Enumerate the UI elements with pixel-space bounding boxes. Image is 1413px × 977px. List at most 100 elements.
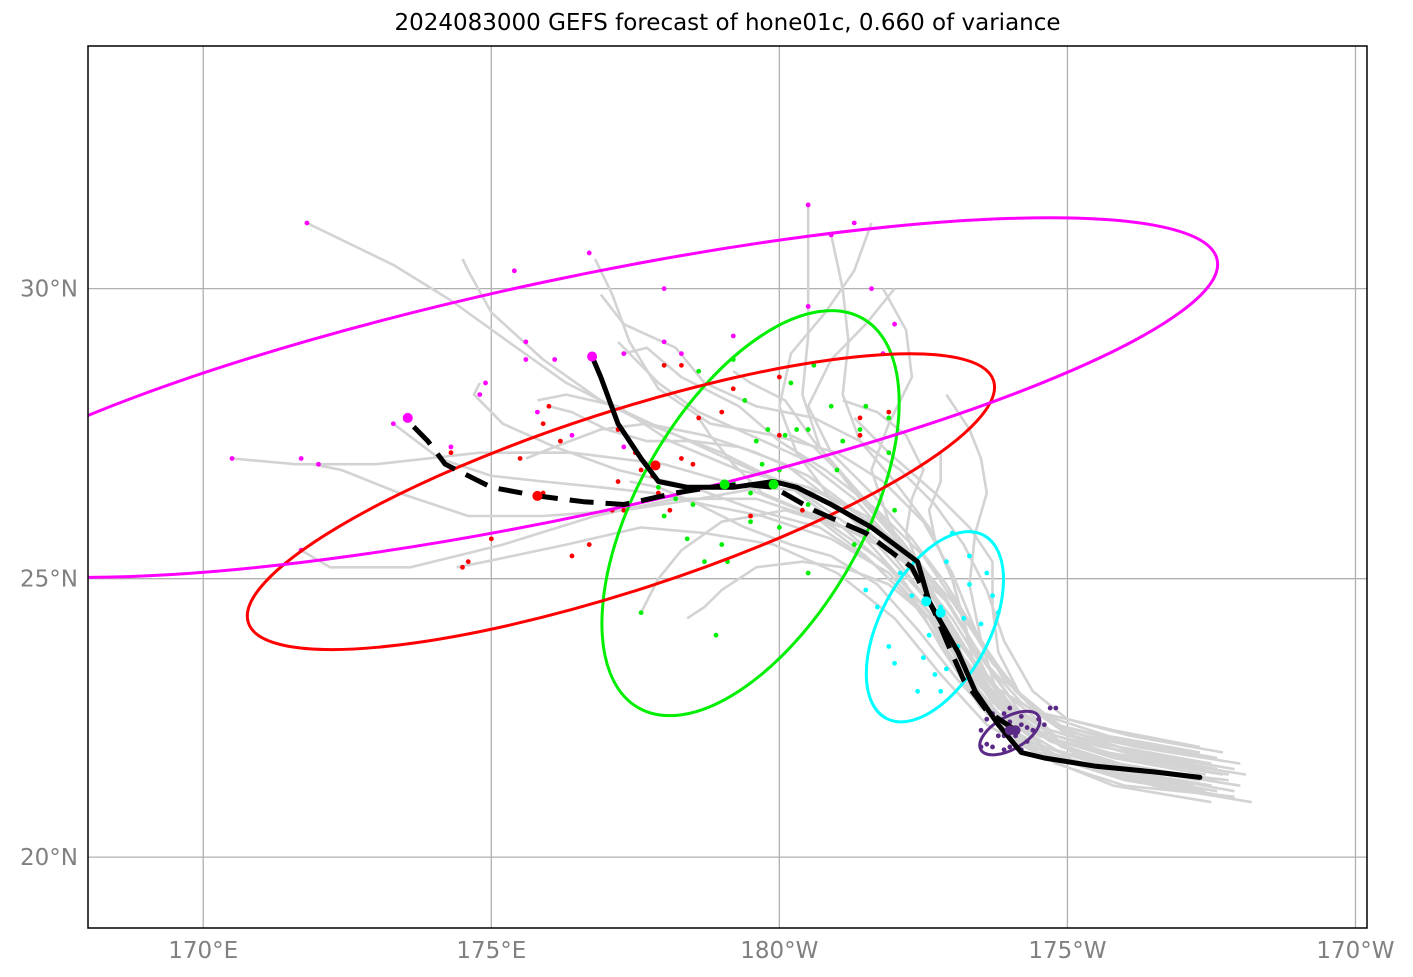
mean-track-marker: [719, 479, 730, 490]
ensemble-position-dot: [465, 559, 471, 565]
ensemble-position-dot: [748, 490, 753, 496]
ensemble-position-dot: [690, 461, 696, 467]
ensemble-position-dot: [517, 456, 523, 461]
ensemble-position-dot: [788, 380, 794, 386]
ensemble-position-dot: [477, 392, 483, 398]
ensemble-position-dot: [661, 362, 667, 368]
plot-border: [87, 45, 1368, 929]
ensemble-position-dot: [679, 362, 684, 368]
ensemble-position-dot: [569, 432, 575, 438]
ensemble-position-dot: [753, 438, 759, 444]
ensemble-position-dot: [938, 688, 944, 694]
ensemble-position-dot: [794, 427, 800, 432]
ensemble-position-dot: [863, 403, 869, 409]
ensemble-position-dot: [667, 507, 673, 513]
ensemble-position-dot: [776, 374, 782, 380]
mean-track-marker: [1010, 725, 1021, 736]
ensemble-position-dot: [978, 727, 984, 733]
ensemble-position-dot: [621, 351, 627, 357]
ensemble-position-dot: [915, 688, 921, 694]
ensemble-position-dot: [730, 386, 736, 392]
ensemble-position-dot: [978, 621, 984, 627]
mean-track-marker: [587, 351, 598, 362]
ensemble-position-dot: [690, 502, 696, 507]
ensemble-position-dot: [926, 632, 932, 638]
ensemble-position-dots: [229, 202, 1059, 753]
ensemble-position-dot: [696, 415, 702, 421]
y-tick-label: 25°N: [20, 567, 78, 593]
ensemble-position-dot: [1018, 713, 1024, 719]
x-tick-label: 170°W: [1316, 938, 1394, 964]
ensemble-position-dot: [713, 632, 719, 638]
ensemble-position-dot: [863, 587, 869, 593]
ensemble-position-dot: [799, 507, 805, 513]
ensemble-position-dot: [730, 333, 736, 339]
ensemble-position-dot: [886, 644, 892, 649]
ensemble-position-dot: [892, 660, 897, 666]
ensemble-track: [593, 258, 1201, 749]
mean-track-marker: [768, 479, 779, 490]
ensemble-position-dot: [460, 564, 465, 570]
ensemble-position-dot: [1001, 747, 1007, 753]
data-layer: [88, 202, 1253, 804]
ensemble-position-dot: [782, 432, 788, 438]
mean-track-marker: [935, 607, 946, 618]
ensemble-position-dot: [523, 357, 529, 362]
ensemble-position-dot: [805, 304, 811, 309]
mean-track-marker: [921, 596, 932, 607]
ensemble-position-dot: [1001, 711, 1007, 717]
ensemble-position-dot: [638, 467, 644, 473]
ensemble-position-dot: [805, 502, 811, 507]
ensemble-position-dot: [892, 507, 897, 513]
dashed-mean-track: [403, 416, 1018, 733]
uncertainty-ellipse-day5: [88, 216, 1220, 579]
ensemble-position-dot: [748, 519, 753, 525]
ensemble-track: [312, 462, 1224, 776]
ensemble-position-dot: [776, 525, 782, 530]
ensemble-position-dot: [869, 286, 874, 292]
ensemble-position-dot: [673, 496, 679, 502]
ensemble-position-dot: [569, 553, 575, 559]
y-tick-label: 30°N: [20, 277, 78, 303]
chart-title: 2024083000 GEFS forecast of hone01c, 0.6…: [394, 10, 1061, 36]
ensemble-position-dot: [1007, 744, 1013, 750]
ensemble-position-dot: [684, 536, 690, 542]
ensemble-position-dot: [851, 542, 857, 547]
ensemble-position-dot: [984, 741, 990, 747]
ensemble-position-dot: [851, 220, 857, 226]
ensemble-position-dot: [961, 615, 967, 621]
ensemble-position-dot: [540, 421, 546, 427]
ensemble-position-dot: [920, 655, 926, 661]
solid-mean-track: [589, 354, 1203, 780]
ensemble-track: [853, 416, 1218, 760]
ensemble-position-dot: [448, 444, 454, 450]
ensemble-position-dot: [967, 581, 972, 587]
uncertainty-ellipse-day4: [245, 352, 997, 652]
ensemble-position-dot: [702, 559, 707, 565]
ensemble-position-dot: [483, 380, 488, 386]
ensemble-position-dot: [586, 542, 592, 547]
x-tick-label: 175°E: [456, 938, 526, 964]
ensemble-position-dot: [298, 456, 304, 461]
ensemble-position-dot: [661, 286, 667, 292]
ensemble-position-dot: [805, 202, 811, 208]
ensemble-position-dot: [1053, 705, 1059, 711]
ensemble-position-dot: [967, 553, 972, 559]
x-tick-label: 180°W: [740, 938, 818, 964]
ensemble-position-dot: [1024, 725, 1030, 730]
ensemble-position-dot: [511, 268, 517, 274]
ensemble-position-dot: [840, 438, 846, 444]
y-tick-label: 20°N: [20, 845, 78, 871]
ensemble-position-dot: [990, 744, 995, 750]
ensemble-position-dot: [661, 513, 667, 519]
x-tick-label: 175°W: [1028, 938, 1106, 964]
ensemble-position-dot: [995, 733, 1001, 739]
ensemble-position-dot: [886, 409, 892, 415]
ensemble-position-dot: [488, 536, 494, 542]
mean-tracks: [402, 351, 1203, 780]
ensemble-position-dot: [558, 438, 563, 444]
ensemble-position-dot: [661, 339, 667, 345]
ensemble-position-dot: [857, 427, 863, 432]
ensemble-position-dot: [805, 427, 811, 432]
